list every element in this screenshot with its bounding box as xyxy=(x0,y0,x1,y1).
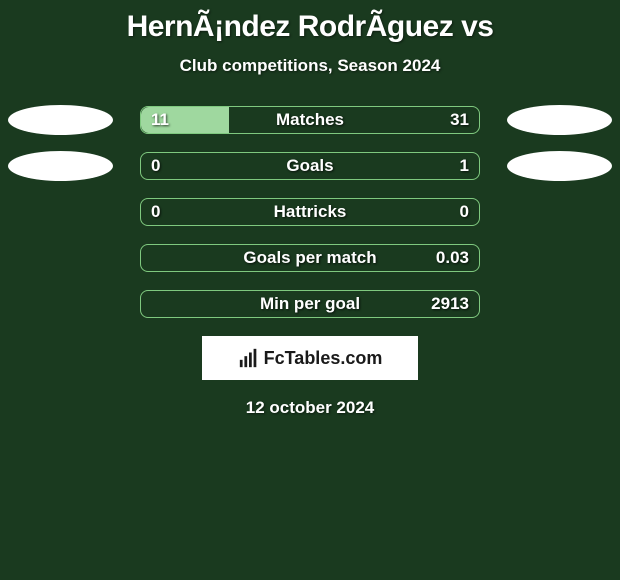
stat-label: Hattricks xyxy=(274,202,347,222)
stat-value-right: 0.03 xyxy=(436,248,469,268)
stat-row: 0 Hattricks 0 xyxy=(0,198,620,226)
chart-icon xyxy=(238,347,260,369)
stat-row: Goals per match 0.03 xyxy=(0,244,620,272)
player-right-marker xyxy=(507,151,612,181)
stat-label: Matches xyxy=(276,110,344,130)
comparison-title: HernÃ¡ndez RodrÃ­guez vs xyxy=(127,10,494,44)
stat-label: Min per goal xyxy=(260,294,360,314)
stat-label: Goals xyxy=(286,156,333,176)
comparison-subtitle: Club competitions, Season 2024 xyxy=(180,56,441,76)
stat-value-left: 0 xyxy=(151,156,160,176)
player-left-marker xyxy=(8,105,113,135)
stat-value-right: 31 xyxy=(450,110,469,130)
stat-bar: Min per goal 2913 xyxy=(140,290,480,318)
stat-value-left: 11 xyxy=(151,110,169,130)
player-left-marker xyxy=(8,151,113,181)
stat-value-right: 1 xyxy=(460,156,469,176)
stat-bar: 11 Matches 31 xyxy=(140,106,480,134)
stat-row: 11 Matches 31 xyxy=(0,106,620,134)
stat-value-left: 0 xyxy=(151,202,160,222)
logo-text: FcTables.com xyxy=(264,348,383,369)
stat-row: Min per goal 2913 xyxy=(0,290,620,318)
stat-value-right: 0 xyxy=(460,202,469,222)
stat-bar: Goals per match 0.03 xyxy=(140,244,480,272)
stat-rows: 11 Matches 31 0 Goals 1 0 Hattricks 0 Goals per m… xyxy=(0,106,620,318)
stat-row: 0 Goals 1 xyxy=(0,152,620,180)
player-right-marker xyxy=(507,105,612,135)
stat-label: Goals per match xyxy=(243,248,376,268)
stat-bar: 0 Goals 1 xyxy=(140,152,480,180)
stat-value-right: 2913 xyxy=(431,294,469,314)
snapshot-date: 12 october 2024 xyxy=(246,398,375,418)
stat-bar: 0 Hattricks 0 xyxy=(140,198,480,226)
source-logo: FcTables.com xyxy=(202,336,418,380)
